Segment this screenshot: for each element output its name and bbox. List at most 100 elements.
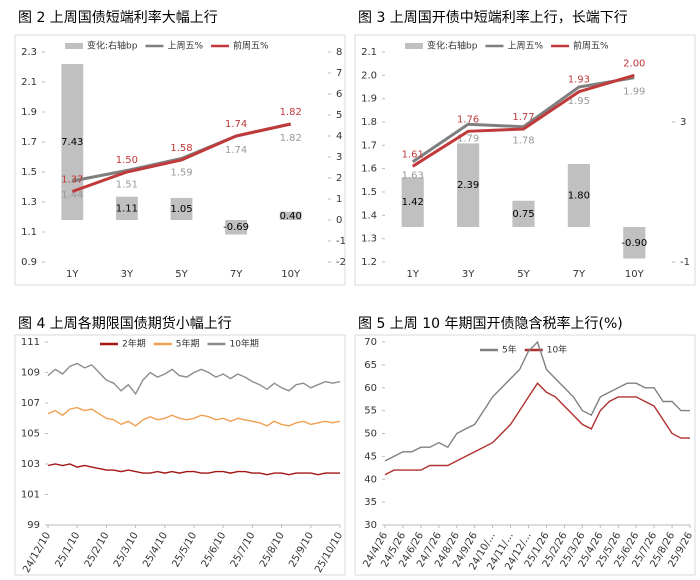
point-value-label: 1.37 [61, 175, 83, 186]
y2-tick-label: -1 [680, 257, 690, 268]
point-value-label: 1.78 [512, 136, 534, 147]
series-line [384, 382, 690, 476]
y2-tick-label: 1 [336, 194, 342, 205]
point-value-label: 1.76 [457, 114, 479, 125]
x-tick-label: 3Y [121, 269, 134, 280]
y-tick-label: 70 [364, 337, 377, 348]
bar-value-label: 1.11 [116, 203, 138, 214]
point-value-label: 1.50 [116, 155, 138, 166]
y2-tick-label: 0 [336, 215, 342, 226]
y-tick-label: 1.8 [361, 117, 377, 128]
y-tick-label: 1.6 [361, 164, 377, 175]
y-tick-label: 103 [21, 459, 40, 470]
chart-title: 图 3 上周国开债中短端利率上行，长端下行 [358, 9, 628, 26]
bar-value-label: -0.69 [223, 222, 249, 233]
x-tick-label: 25/5/10 [170, 531, 199, 570]
bar [457, 143, 480, 227]
chart-title: 图 5 上周 10 年期国开债隐含税率上行(%) [358, 315, 623, 332]
point-value-label: 1.59 [170, 168, 192, 179]
series-line [384, 340, 690, 462]
bar [567, 164, 590, 227]
y-tick-label: 2.0 [361, 70, 377, 81]
x-tick-label: 1Y [406, 269, 419, 280]
y-tick-label: 35 [364, 497, 377, 508]
bar-value-label: 1.42 [402, 197, 424, 208]
series-line [47, 406, 341, 427]
series-line [411, 73, 635, 168]
y-tick-label: 60 [364, 383, 377, 394]
bar-value-label: 1.05 [170, 204, 192, 215]
bar-value-label: 2.39 [457, 180, 479, 191]
legend-label: 变化:右轴bp [87, 40, 138, 52]
bar [279, 211, 302, 220]
point-value-label: 2.00 [623, 58, 645, 69]
legend-label: 10年 [547, 344, 567, 356]
series-line [47, 362, 341, 396]
legend-label: 前周五% [573, 40, 609, 52]
y2-tick-label: 3 [336, 152, 342, 163]
bar-value-label: 0.40 [280, 211, 302, 222]
y-tick-label: 1.5 [21, 167, 37, 178]
y-tick-label: 2.1 [361, 47, 377, 58]
y-tick-label: 55 [364, 406, 377, 417]
y2-tick-label: 3 [680, 117, 686, 128]
series-line [411, 76, 635, 163]
legend-label: 5年 [502, 344, 517, 356]
y-tick-label: 101 [21, 490, 40, 501]
point-value-label: 1.51 [116, 180, 138, 191]
panel-frame [354, 334, 696, 576]
x-tick-label: 5Y [175, 269, 188, 280]
y-tick-label: 65 [364, 360, 377, 371]
legend-label: 5年期 [176, 338, 200, 350]
y2-tick-label: 5 [336, 110, 342, 121]
bar [623, 227, 646, 259]
point-value-label: 1.79 [457, 133, 479, 144]
bar [401, 177, 424, 227]
x-tick-label: 25/3/10 [112, 531, 141, 570]
legend-swatch [405, 43, 423, 49]
bar-value-label: 0.75 [512, 209, 534, 220]
panel-frame [354, 34, 696, 286]
x-tick-label: 25/9/10 [287, 531, 316, 570]
y2-tick-label: 7 [336, 68, 342, 79]
series-line [71, 122, 292, 193]
y2-tick-label: 8 [336, 47, 342, 58]
y-tick-label: 30 [364, 520, 377, 531]
x-tick-label: 25/6/10 [200, 531, 229, 570]
point-value-label: 1.82 [280, 133, 302, 144]
y2-tick-label: 4 [336, 131, 342, 142]
y-tick-label: 1.5 [361, 187, 377, 198]
legend-label: 前周五% [233, 40, 269, 52]
y-tick-label: 1.9 [21, 107, 37, 118]
point-value-label: 1.61 [402, 149, 424, 160]
legend-label: 变化:右轴bp [427, 40, 478, 52]
point-value-label: 1.77 [512, 112, 534, 123]
x-tick-label: 25/4/10 [141, 531, 170, 570]
point-value-label: 1.74 [225, 119, 247, 130]
legend-label: 10年期 [229, 338, 258, 350]
x-tick-label: 10Y [625, 269, 645, 280]
chart-title: 图 2 上周国债短端利率大幅上行 [18, 9, 218, 26]
point-value-label: 1.93 [568, 75, 590, 86]
bar-value-label: 1.80 [568, 191, 590, 202]
bar [512, 200, 535, 227]
y-tick-label: 1.4 [361, 210, 377, 221]
y-tick-label: 0.9 [21, 257, 37, 268]
y2-tick-label: -2 [336, 257, 346, 268]
legend-label: 2年期 [122, 338, 146, 350]
bar-value-label: 7.43 [61, 137, 83, 148]
x-tick-label: 3Y [462, 269, 475, 280]
chart-title: 图 4 上周各期限国债期货小幅上行 [18, 315, 232, 332]
point-value-label: 1.63 [402, 171, 424, 182]
legend-label: 上周五% [507, 41, 543, 52]
bar [115, 196, 138, 220]
x-tick-label: 10Y [281, 269, 301, 280]
y2-tick-label: -1 [336, 236, 346, 247]
x-tick-label: 25/8/10 [258, 531, 287, 570]
y-tick-label: 1.7 [21, 137, 37, 148]
point-value-label: 1.58 [170, 143, 192, 154]
x-tick-label: 25/2/10 [83, 531, 112, 570]
bar-value-label: -0.90 [621, 238, 647, 249]
y-tick-label: 40 [364, 474, 377, 485]
